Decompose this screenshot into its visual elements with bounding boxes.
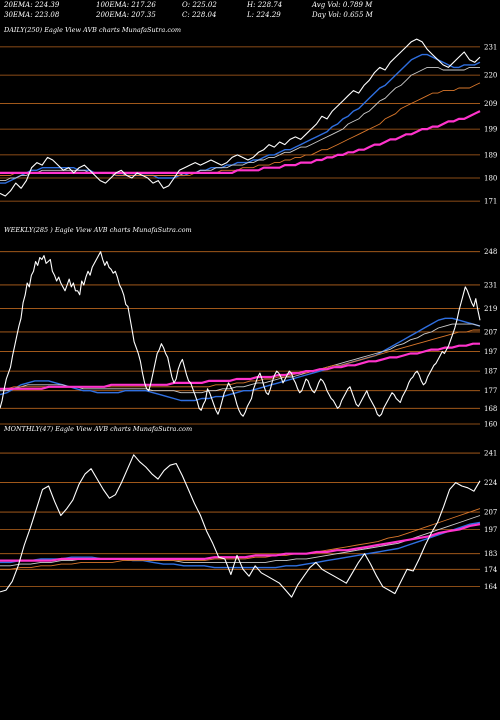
- weekly-ema-line-1: [0, 317, 481, 402]
- daily-ema-line-4: [0, 110, 481, 174]
- indicator-header: 20EMA: 224.39 100EMA: 217.26 O: 225.02 H…: [4, 1, 496, 23]
- monthly-ema-line-4: [0, 523, 481, 562]
- high-value: H: 228.74: [247, 1, 283, 9]
- close-value: C: 228.04: [182, 11, 217, 19]
- monthly-ema-line-3: [0, 508, 481, 570]
- daily-panel-label: DAILY(250) Eagle View AVB charts MunafaS…: [3, 26, 181, 34]
- weekly-tick-label: 160: [484, 421, 497, 429]
- weekly-tick-label: 168: [484, 405, 497, 413]
- weekly-price-line: [0, 251, 481, 417]
- daily-price-line: [0, 38, 481, 197]
- open-value: O: 225.02: [182, 1, 217, 9]
- weekly-tick-label: 231: [484, 281, 497, 289]
- ema200-value: 200EMA: 207.35: [96, 11, 156, 19]
- weekly-ema-line-2: [0, 323, 481, 394]
- monthly-tick-label: 164: [484, 583, 498, 591]
- low-value: L: 224.29: [247, 11, 281, 19]
- monthly-tick-label: 224: [484, 479, 498, 487]
- ema100-value: 100EMA: 217.26: [96, 1, 156, 9]
- daily-tick-label: 171: [484, 198, 497, 206]
- daily-ema-line-1: [0, 53, 481, 184]
- monthly-panel-label: MONTHLY(47) Eagle View AVB charts Munafa…: [3, 425, 192, 433]
- weekly-panel-label: WEEKLY(285 ) Eagle View AVB charts Munaf…: [4, 226, 192, 234]
- monthly-price-line: [0, 454, 481, 598]
- daily-tick-label: 180: [484, 175, 497, 183]
- weekly-tick-label: 187: [484, 368, 497, 376]
- weekly-tick-label: 219: [484, 305, 497, 313]
- monthly-tick-label: 197: [484, 526, 497, 534]
- monthly-tick-label: 241: [484, 450, 497, 458]
- daily-tick-label: 231: [484, 43, 497, 51]
- monthly-ema-line-1: [0, 521, 481, 569]
- daily-tick-label: 199: [484, 126, 497, 134]
- monthly-tick-label: 207: [484, 509, 497, 517]
- day-vol-value: Day Vol: 0.655 M: [312, 11, 373, 19]
- ema30-value: 30EMA: 223.08: [4, 11, 60, 19]
- ema20-value: 20EMA: 224.39: [4, 1, 60, 9]
- weekly-ema-line-4: [0, 342, 480, 390]
- daily-tick-label: 220: [484, 72, 497, 80]
- daily-tick-label: 209: [484, 100, 497, 108]
- avg-vol-value: Avg Vol: 0.789 M: [312, 1, 373, 9]
- weekly-tick-label: 248: [484, 248, 497, 256]
- monthly-tick-label: 183: [484, 550, 497, 558]
- weekly-tick-label: 197: [484, 348, 497, 356]
- weekly-tick-label: 177: [484, 387, 497, 395]
- daily-ema-line-2: [0, 66, 480, 182]
- weekly-tick-label: 207: [484, 328, 497, 336]
- monthly-tick-label: 174: [484, 566, 498, 574]
- daily-tick-label: 189: [484, 151, 497, 159]
